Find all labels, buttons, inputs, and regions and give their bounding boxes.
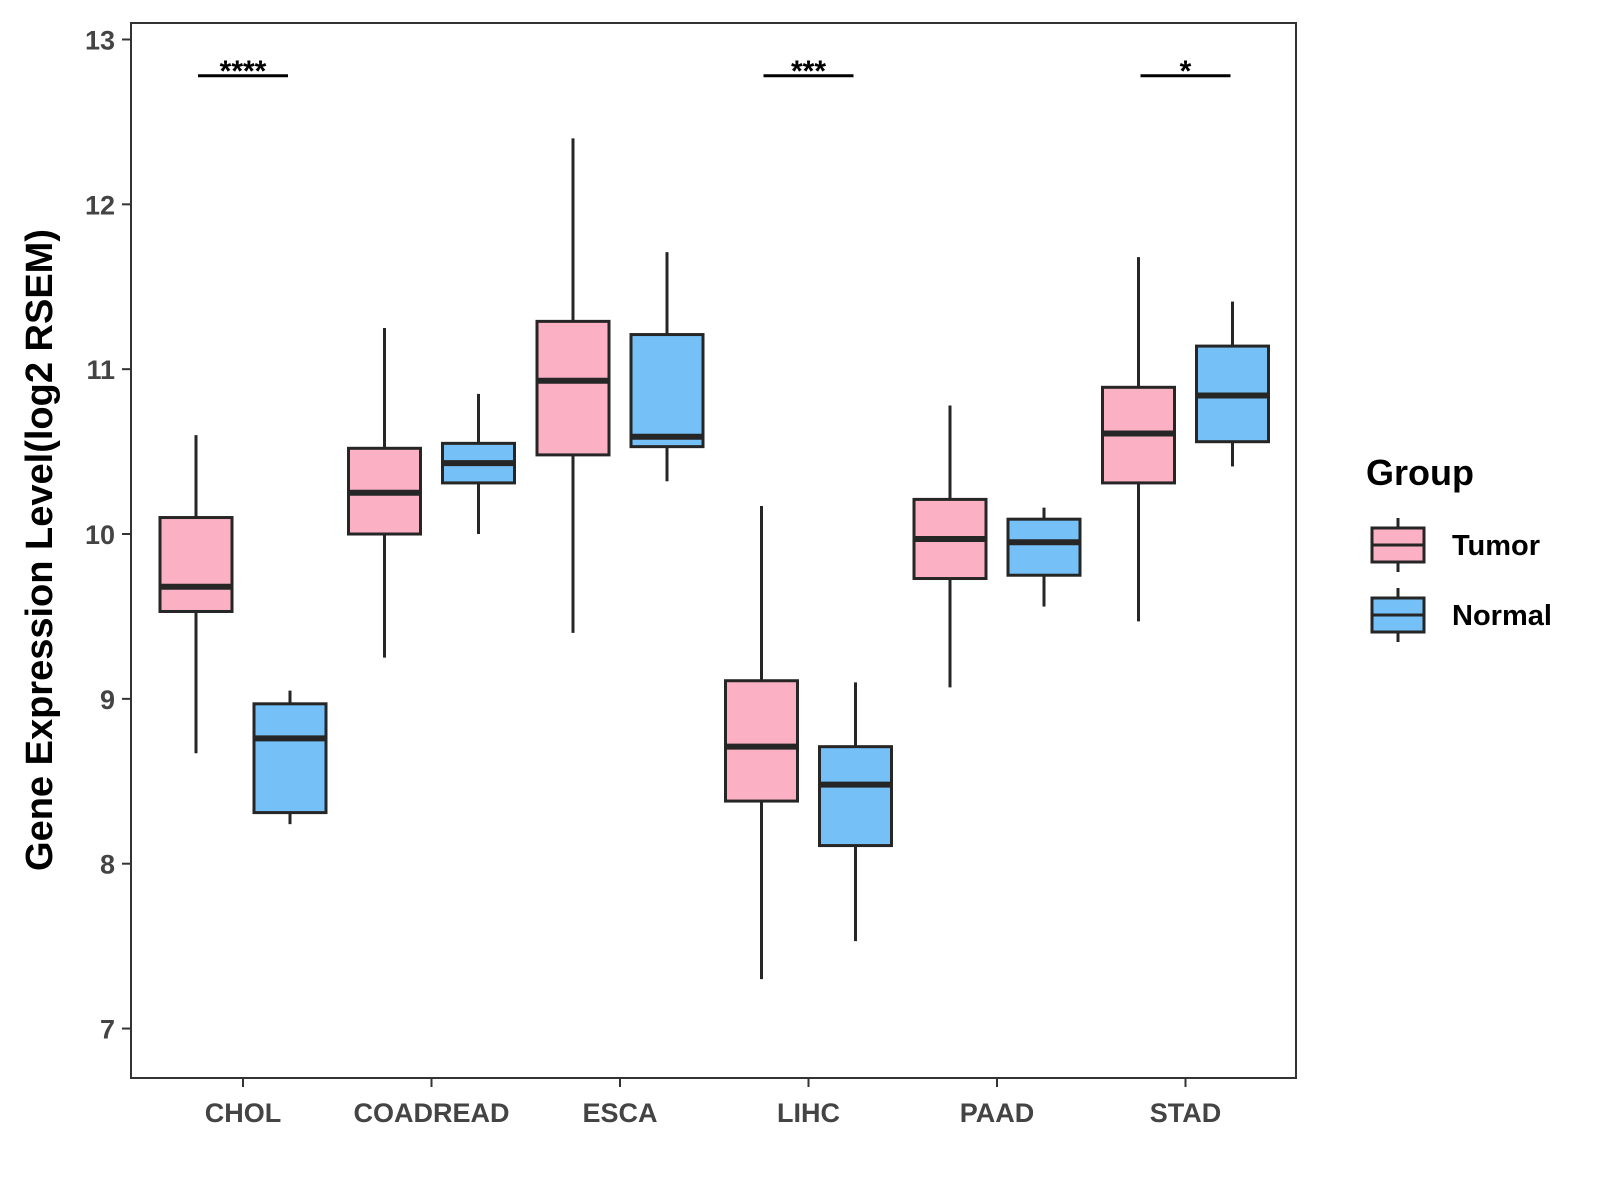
- significance-label: ****: [220, 55, 267, 88]
- box-tumor-coadread: [347, 327, 422, 658]
- y-tick-label: 7: [100, 1015, 115, 1045]
- y-axis: 7 8 9 10 11 12 13: [85, 25, 131, 1045]
- y-tick-label: 11: [86, 355, 115, 385]
- y-tick-label: 9: [100, 685, 115, 715]
- box-group: [158, 138, 1270, 980]
- box-normal-esca: [629, 252, 705, 482]
- x-tick-label: LIHC: [777, 1098, 840, 1128]
- box-iqr: [158, 516, 234, 613]
- x-tick-label: ESCA: [582, 1098, 657, 1128]
- box-normal-lihc: [818, 682, 893, 942]
- y-tick-label: 13: [85, 25, 115, 55]
- y-tick-label: 8: [100, 850, 115, 880]
- box-iqr: [1006, 517, 1082, 577]
- panel-border: [130, 22, 1297, 1079]
- legend-item-normal: Normal: [1370, 588, 1552, 642]
- legend-label: Normal: [1452, 600, 1552, 632]
- legend-title: Group: [1366, 452, 1474, 493]
- significance-label: *: [1180, 55, 1192, 88]
- box-normal-chol: [252, 690, 328, 825]
- y-tick-label: 10: [85, 520, 115, 550]
- significance-label: ***: [791, 55, 826, 88]
- box-tumor-stad: [1101, 257, 1176, 622]
- legend: Group Tumor Normal: [1366, 452, 1552, 642]
- box-iqr: [252, 702, 328, 815]
- box-normal-coadread: [441, 393, 516, 535]
- x-tick-label: STAD: [1150, 1098, 1222, 1128]
- box-normal-stad: [1195, 301, 1270, 467]
- box-iqr: [818, 745, 893, 848]
- legend-label: Tumor: [1452, 530, 1540, 562]
- box-tumor-lihc: [724, 505, 799, 980]
- x-axis: CHOL COADREAD ESCA LIHC PAAD STAD: [205, 1078, 1222, 1128]
- x-tick-label: COADREAD: [353, 1098, 509, 1128]
- box-tumor-paad: [912, 405, 988, 688]
- legend-item-tumor: Tumor: [1370, 518, 1540, 572]
- box-tumor-chol: [158, 435, 234, 754]
- box-iqr: [629, 333, 705, 449]
- significance-annotations: **** *** *: [198, 55, 1231, 88]
- box-iqr: [535, 319, 611, 457]
- box-tumor-esca: [535, 138, 611, 633]
- x-tick-label: PAAD: [960, 1098, 1035, 1128]
- x-tick-label: CHOL: [205, 1098, 282, 1128]
- y-axis-title: Gene Expression Level(log2 RSEM): [19, 229, 61, 871]
- y-tick-label: 12: [85, 190, 115, 220]
- box-iqr: [724, 679, 799, 803]
- box-normal-paad: [1006, 507, 1082, 607]
